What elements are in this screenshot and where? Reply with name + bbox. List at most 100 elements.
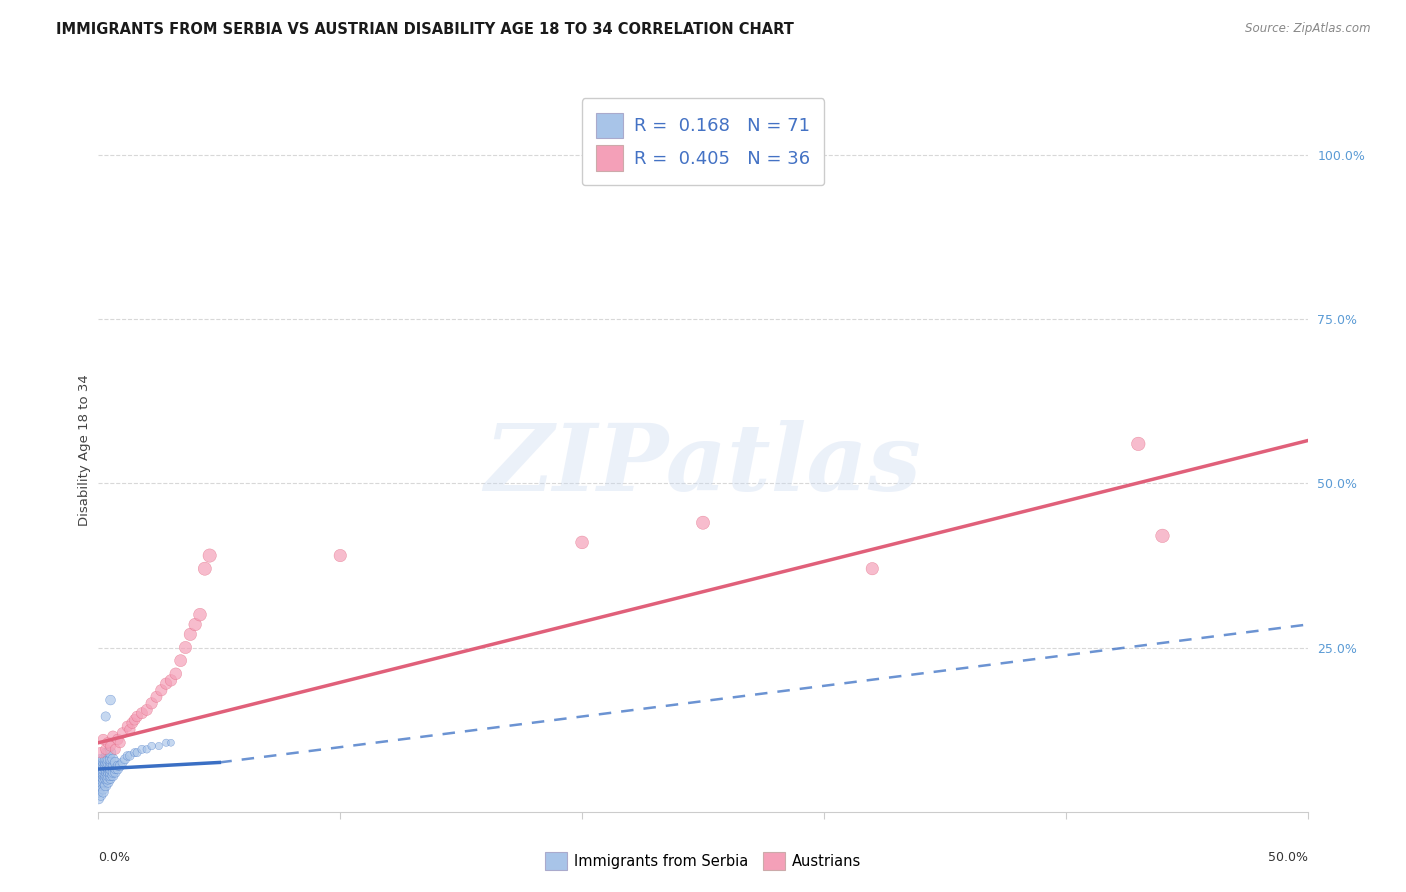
Point xyxy=(114,752,136,766)
Point xyxy=(860,562,883,576)
Y-axis label: Disability Age 18 to 34: Disability Age 18 to 34 xyxy=(77,375,91,526)
Point xyxy=(111,726,134,740)
Legend: Immigrants from Serbia, Austrians: Immigrants from Serbia, Austrians xyxy=(538,847,868,876)
Point xyxy=(107,762,129,776)
Point xyxy=(97,775,120,789)
Point xyxy=(97,769,120,783)
Point xyxy=(100,752,122,766)
Point xyxy=(692,516,714,530)
Point xyxy=(148,739,170,753)
Point xyxy=(100,756,122,770)
Point xyxy=(141,739,163,753)
Point xyxy=(174,640,197,655)
Point xyxy=(90,746,112,760)
Point xyxy=(101,752,124,766)
Point xyxy=(101,765,124,780)
Point xyxy=(91,732,114,747)
Point xyxy=(90,765,112,780)
Point xyxy=(91,772,114,786)
Point xyxy=(90,789,112,803)
Point xyxy=(91,781,114,796)
Point xyxy=(91,762,114,776)
Point xyxy=(90,779,112,793)
Point xyxy=(97,746,120,760)
Point xyxy=(87,785,110,799)
Point xyxy=(160,673,183,688)
Point xyxy=(94,772,117,786)
Point xyxy=(108,736,131,750)
Point xyxy=(188,607,211,622)
Point xyxy=(118,748,141,763)
Point xyxy=(100,746,122,760)
Point xyxy=(131,742,153,756)
Point xyxy=(107,732,129,747)
Point xyxy=(155,676,177,690)
Point xyxy=(91,775,114,789)
Point xyxy=(97,756,120,770)
Point xyxy=(90,775,112,789)
Text: Source: ZipAtlas.com: Source: ZipAtlas.com xyxy=(1246,22,1371,36)
Point xyxy=(94,709,117,723)
Point xyxy=(100,765,122,780)
Point xyxy=(135,703,157,717)
Point xyxy=(1128,437,1150,451)
Point xyxy=(160,736,183,750)
Point xyxy=(198,549,221,563)
Point xyxy=(118,723,141,737)
Point xyxy=(111,756,134,770)
Point xyxy=(94,758,117,772)
Point xyxy=(94,742,117,756)
Point xyxy=(90,762,112,776)
Text: 0.0%: 0.0% xyxy=(98,852,131,864)
Point xyxy=(145,690,167,704)
Point xyxy=(97,772,120,786)
Point xyxy=(87,791,110,805)
Point xyxy=(97,758,120,772)
Point xyxy=(97,765,120,780)
Point xyxy=(101,729,124,743)
Point xyxy=(127,746,149,760)
Text: IMMIGRANTS FROM SERBIA VS AUSTRIAN DISABILITY AGE 18 TO 34 CORRELATION CHART: IMMIGRANTS FROM SERBIA VS AUSTRIAN DISAB… xyxy=(56,22,794,37)
Point xyxy=(135,742,157,756)
Point xyxy=(94,756,117,770)
Point xyxy=(329,549,352,563)
Point xyxy=(91,756,114,770)
Point xyxy=(141,696,163,710)
Point xyxy=(101,758,124,772)
Point xyxy=(97,762,120,776)
Point xyxy=(194,562,217,576)
Point xyxy=(124,746,146,760)
Point xyxy=(117,748,139,763)
Text: ZIPatlas: ZIPatlas xyxy=(485,420,921,510)
Text: 50.0%: 50.0% xyxy=(1268,852,1308,864)
Point xyxy=(104,742,127,756)
Point xyxy=(150,683,173,698)
Point xyxy=(91,758,114,772)
Point xyxy=(117,719,139,733)
Point xyxy=(101,769,124,783)
Point xyxy=(108,758,131,772)
Point xyxy=(100,739,122,753)
Point xyxy=(155,736,177,750)
Point xyxy=(184,617,207,632)
Point xyxy=(100,693,122,707)
Point xyxy=(91,752,114,766)
Point xyxy=(104,762,127,776)
Point xyxy=(179,627,201,641)
Point xyxy=(94,779,117,793)
Point xyxy=(94,746,117,760)
Point xyxy=(91,785,114,799)
Point xyxy=(97,752,120,766)
Point xyxy=(94,752,117,766)
Point xyxy=(94,769,117,783)
Point xyxy=(91,769,114,783)
Point xyxy=(90,772,112,786)
Point xyxy=(90,758,112,772)
Point xyxy=(107,758,129,772)
Point xyxy=(100,769,122,783)
Point xyxy=(124,713,146,727)
Point xyxy=(97,736,120,750)
Point xyxy=(169,654,191,668)
Point xyxy=(1152,529,1174,543)
Point xyxy=(571,535,593,549)
